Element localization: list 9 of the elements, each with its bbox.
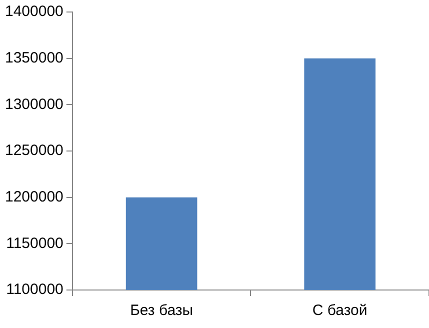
x-tick-label: Без базы [130, 302, 194, 320]
y-tick-label: 1250000 [4, 142, 64, 160]
y-tick-label: 1150000 [6, 234, 64, 252]
x-tick-label: С базой [312, 302, 368, 320]
y-tick-label: 1400000 [4, 3, 64, 20]
y-tick-label: 1350000 [4, 49, 64, 66]
y-tick-label: 1300000 [4, 96, 64, 113]
y-tick-label: 1200000 [4, 188, 64, 206]
y-tick-label: 1100000 [6, 281, 64, 298]
